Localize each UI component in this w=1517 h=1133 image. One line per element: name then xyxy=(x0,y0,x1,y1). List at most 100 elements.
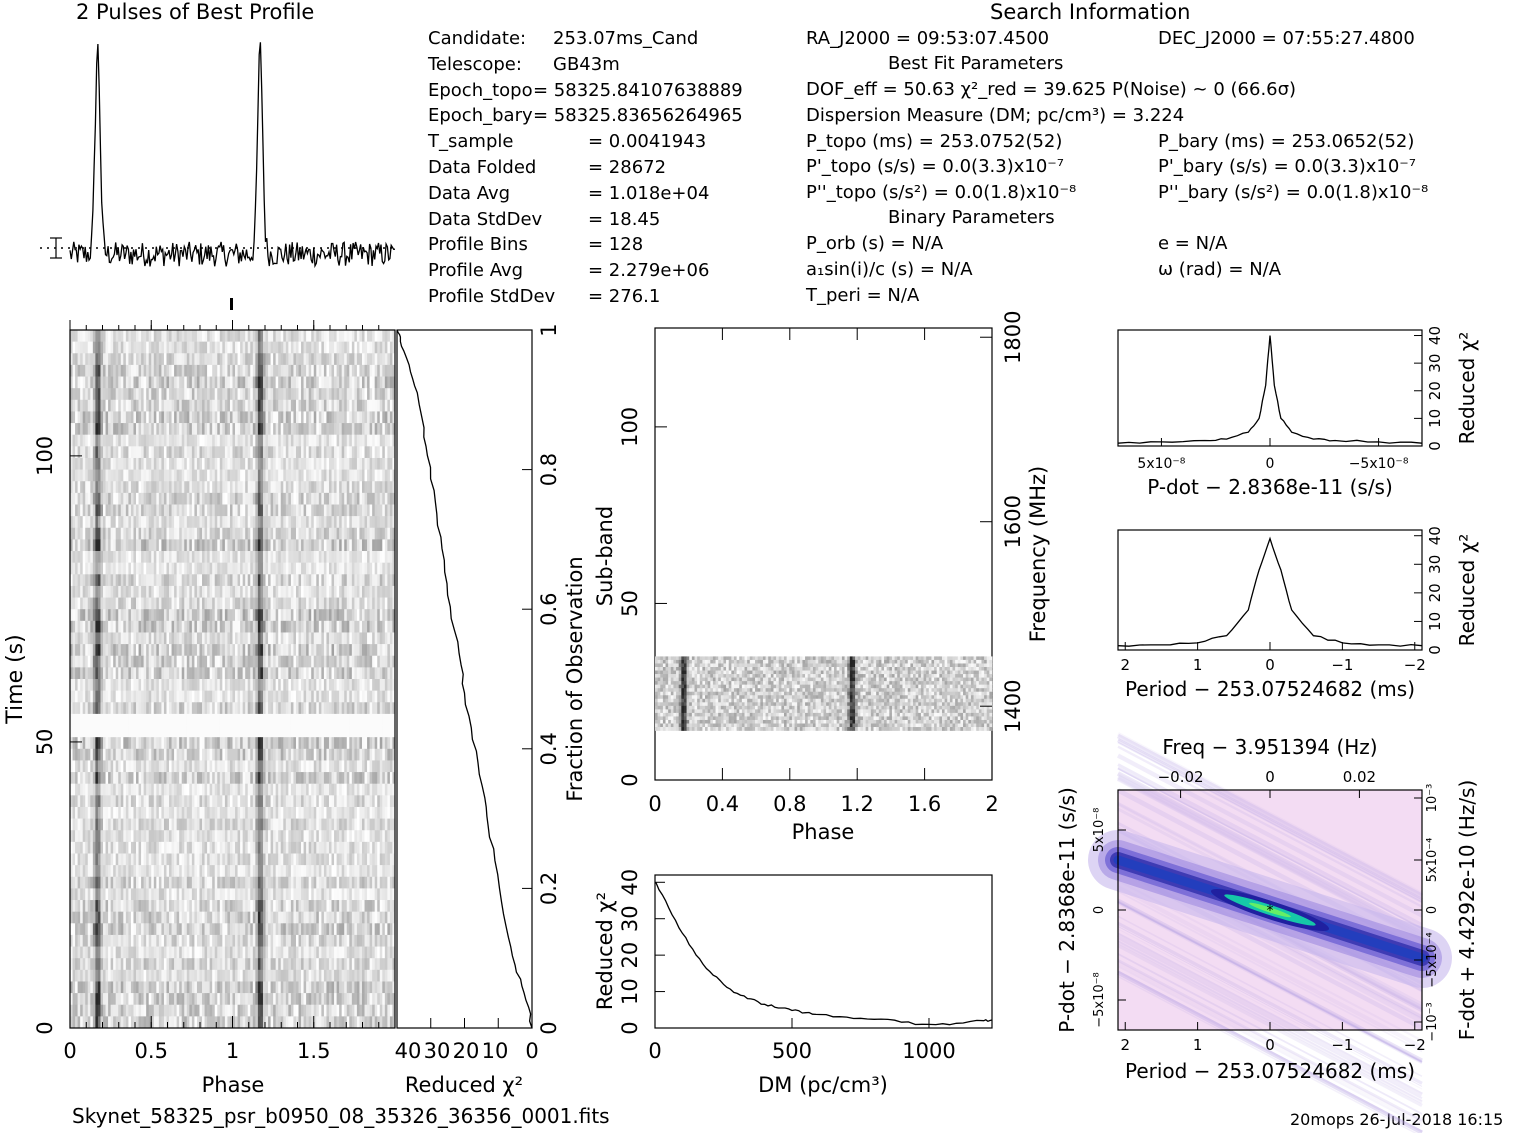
pixel xyxy=(232,690,236,703)
pixel xyxy=(217,562,221,575)
pixel xyxy=(361,620,365,633)
pixel xyxy=(176,737,180,750)
pixel xyxy=(181,562,185,575)
pixel xyxy=(341,702,345,715)
pixel xyxy=(80,516,83,529)
pixel xyxy=(120,481,124,494)
pixel xyxy=(255,469,259,482)
pixel xyxy=(328,388,332,401)
pixel xyxy=(237,632,241,645)
pixel xyxy=(359,667,363,680)
pixel xyxy=(242,632,246,645)
pixel xyxy=(326,702,330,715)
pixel xyxy=(285,388,289,401)
pixel xyxy=(260,690,264,703)
pixel xyxy=(323,469,327,482)
pixel xyxy=(113,713,116,726)
pixel xyxy=(229,376,233,389)
pixel xyxy=(222,713,226,726)
pixel xyxy=(252,516,256,529)
pixel xyxy=(295,702,299,715)
pixel xyxy=(374,330,378,342)
pixel xyxy=(334,527,337,540)
pixel xyxy=(387,364,391,377)
pixel xyxy=(278,411,282,424)
pixel xyxy=(232,353,236,366)
pixel xyxy=(364,702,368,715)
pixel xyxy=(191,748,195,761)
pixel xyxy=(80,376,83,389)
pixel xyxy=(301,655,304,668)
pixel xyxy=(316,539,320,552)
pixel xyxy=(334,620,337,633)
pixel xyxy=(318,760,322,773)
pixel xyxy=(242,620,246,633)
pixel xyxy=(334,679,337,691)
pixel xyxy=(377,679,381,691)
pixel xyxy=(285,748,289,761)
pixel xyxy=(161,690,165,703)
pixel xyxy=(237,481,241,494)
pixel xyxy=(328,434,332,447)
pixel xyxy=(156,679,160,691)
pixel xyxy=(298,504,302,517)
pixel xyxy=(118,434,122,447)
pixel xyxy=(70,551,73,563)
pixel xyxy=(354,504,358,517)
pixel xyxy=(214,469,218,482)
pixel xyxy=(293,376,297,389)
pixel xyxy=(301,527,304,540)
pixel xyxy=(219,423,223,435)
pixel xyxy=(77,574,81,587)
pixel xyxy=(227,737,231,750)
pixel xyxy=(110,423,114,435)
pixel xyxy=(75,713,78,726)
pixel xyxy=(163,446,167,459)
pixel xyxy=(349,492,353,505)
pixel xyxy=(336,341,340,354)
pixel xyxy=(92,399,96,412)
pixel xyxy=(95,713,99,726)
pixel xyxy=(323,516,327,529)
pixel xyxy=(265,737,269,750)
pixel xyxy=(308,585,312,598)
pixel xyxy=(194,620,198,633)
pixel xyxy=(136,760,139,773)
cand-label: Data StdDev xyxy=(428,208,543,230)
pixel xyxy=(174,539,177,552)
pixel xyxy=(82,725,86,738)
pixel xyxy=(301,539,304,552)
pixel xyxy=(100,597,104,610)
pixel xyxy=(250,399,254,412)
cand-value: GB43m xyxy=(553,53,620,75)
pixel xyxy=(108,713,111,726)
pixel xyxy=(103,527,106,540)
pixel xyxy=(268,725,271,738)
pixel xyxy=(191,655,195,668)
pixel xyxy=(346,760,350,773)
pixel xyxy=(207,632,210,645)
pixel xyxy=(356,737,360,750)
pixel xyxy=(158,632,162,645)
pixel xyxy=(123,620,127,633)
pixel xyxy=(143,492,147,505)
pixel xyxy=(108,632,111,645)
pixel xyxy=(174,620,177,633)
pixel xyxy=(262,609,266,622)
pixel xyxy=(311,516,315,529)
pixel xyxy=(229,574,233,587)
pixel xyxy=(118,504,122,517)
pixel xyxy=(136,597,139,610)
pixel xyxy=(191,713,195,726)
pixel xyxy=(354,399,358,412)
pixel xyxy=(384,376,388,389)
pixel xyxy=(270,620,274,633)
pixel xyxy=(372,446,375,459)
pixel xyxy=(387,504,391,517)
pixel xyxy=(354,551,358,563)
pixel xyxy=(235,446,238,459)
pixel xyxy=(252,551,256,563)
pixel xyxy=(387,423,391,435)
pixel xyxy=(260,516,264,529)
pixel xyxy=(153,527,157,540)
